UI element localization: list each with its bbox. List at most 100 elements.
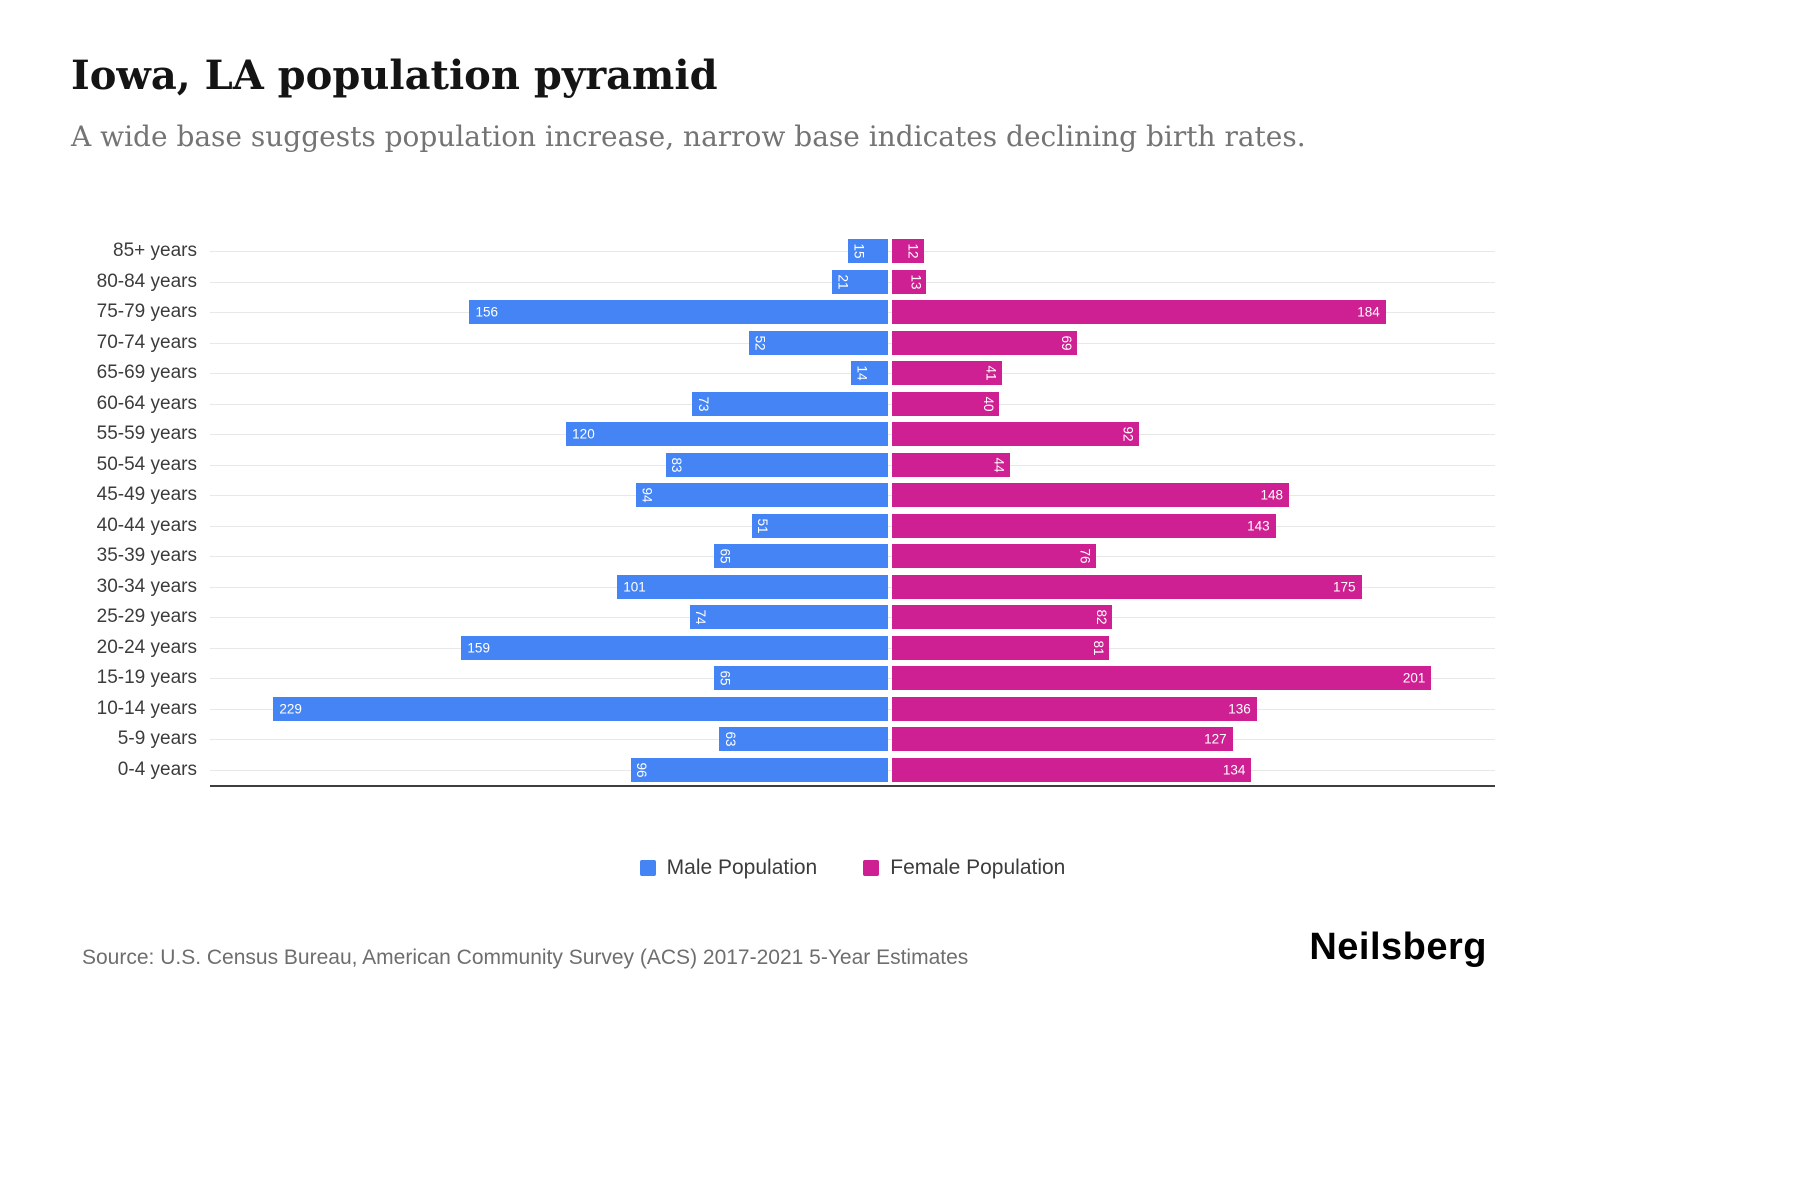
x-axis-line [210,785,1495,787]
legend-item-male[interactable]: Male Population [639,856,818,880]
female-bar[interactable]: 136 [891,696,1257,721]
male-value-label: 65 [717,670,733,686]
female-value-label: 44 [991,457,1007,473]
male-bar[interactable]: 156 [469,300,889,325]
male-value-label: 52 [752,335,768,351]
y-axis-label: 5-9 years [117,728,197,750]
female-bar[interactable]: 81 [891,635,1110,660]
male-value-label: 15 [851,243,867,259]
y-axis-label: 40-44 years [96,514,197,536]
male-value-label: 156 [475,304,498,320]
male-value-label: 14 [854,365,870,381]
male-bar[interactable]: 101 [617,574,889,599]
female-bar[interactable]: 69 [891,330,1077,355]
male-legend-label: Male Population [666,856,818,879]
plot-area: 63 127 [210,724,1495,755]
female-bar[interactable]: 44 [891,452,1010,477]
female-bar[interactable]: 143 [891,513,1276,538]
plot-area: 52 69 [210,328,1495,359]
female-value-label: 201 [1402,670,1426,686]
pyramid-chart: 85+ years 15 12 80-84 years 21 13 75-79 years 1… [0,236,1800,787]
female-value-label: 127 [1204,731,1227,747]
y-axis-label: 65-69 years [96,362,197,384]
female-bar[interactable]: 201 [891,666,1432,691]
y-axis-label: 75-79 years [96,301,197,323]
female-value-label: 184 [1357,304,1380,320]
female-value-label: 134 [1222,762,1246,777]
y-axis-label: 10-14 years [96,697,197,719]
pyramid-row: 50-54 years 83 44 [0,450,1800,481]
male-bar[interactable]: 65 [713,544,889,569]
male-bar[interactable]: 65 [713,666,889,691]
chart-rows: 85+ years 15 12 80-84 years 21 13 75-79 years 1… [0,236,1800,785]
male-bar[interactable]: 159 [461,635,889,660]
female-bar[interactable]: 12 [891,239,924,264]
male-bar[interactable]: 83 [665,452,889,477]
y-axis-label: 25-29 years [96,606,197,628]
male-bar[interactable]: 51 [751,513,889,538]
page-title: Iowa, LA population pyramid [71,52,718,99]
pyramid-row: 70-74 years 52 69 [0,328,1800,359]
female-bar[interactable]: 184 [891,300,1386,325]
female-bar[interactable]: 127 [891,727,1233,752]
pyramid-row: 30-34 years 101 175 [0,572,1800,603]
female-value-label: 13 [908,274,924,290]
male-bar[interactable]: 74 [689,605,889,630]
male-value-label: 96 [634,762,650,778]
y-axis-label: 70-74 years [96,331,197,353]
male-value-label: 63 [722,731,738,747]
male-bar[interactable]: 120 [566,422,889,447]
y-axis-label: 20-24 years [96,636,197,658]
y-axis-label: 0-4 years [117,758,197,780]
female-value-label: 82 [1093,609,1109,625]
legend-item-female[interactable]: Female Population [863,856,1065,880]
male-bar[interactable]: 14 [850,361,889,386]
plot-area: 94 148 [210,480,1495,511]
female-bar[interactable]: 41 [891,361,1002,386]
pyramid-row: 85+ years 15 12 [0,236,1800,267]
female-value-label: 81 [1091,640,1107,656]
female-bar[interactable]: 13 [891,269,927,294]
female-value-label: 41 [983,365,999,381]
y-axis-label: 60-64 years [96,392,197,414]
pyramid-row: 60-64 years 73 40 [0,389,1800,420]
source-attribution: Source: U.S. Census Bureau, American Com… [82,946,969,969]
male-bar[interactable]: 15 [848,239,889,264]
plot-area: 229 136 [210,694,1495,725]
female-bar[interactable]: 148 [891,483,1290,508]
female-bar[interactable]: 40 [891,391,999,416]
female-value-label: 76 [1077,548,1093,564]
female-bar[interactable]: 76 [891,544,1096,569]
plot-area: 65 76 [210,541,1495,572]
female-bar[interactable]: 82 [891,605,1112,630]
y-axis-label: 80-84 years [96,270,197,292]
page-subtitle: A wide base suggests population increase… [71,120,1306,153]
plot-area: 96 134 [210,755,1495,786]
female-bar[interactable]: 134 [891,757,1252,782]
pyramid-row: 0-4 years 96 134 [0,755,1800,786]
female-bar[interactable]: 175 [891,574,1362,599]
female-legend-swatch [863,860,880,876]
male-bar[interactable]: 21 [832,269,889,294]
female-legend-label: Female Population [890,856,1066,879]
plot-area: 15 12 [210,236,1495,267]
male-bar[interactable]: 73 [692,391,889,416]
male-bar[interactable]: 229 [273,696,889,721]
male-value-label: 120 [572,426,595,442]
male-bar[interactable]: 94 [636,483,889,508]
plot-area: 14 41 [210,358,1495,389]
y-axis-label: 15-19 years [96,667,197,689]
plot-area: 73 40 [210,389,1495,420]
plot-area: 21 13 [210,267,1495,298]
brand-logo: Neilsberg [1309,926,1487,968]
female-bar[interactable]: 92 [891,422,1139,447]
male-value-label: 159 [467,640,490,655]
male-bar[interactable]: 96 [630,757,889,782]
y-axis-label: 55-59 years [96,423,197,445]
male-bar[interactable]: 63 [719,727,889,752]
plot-area: 74 82 [210,602,1495,633]
y-axis-label: 45-49 years [96,484,197,506]
plot-area: 101 175 [210,572,1495,603]
male-bar[interactable]: 52 [748,330,889,355]
pyramid-row: 45-49 years 94 148 [0,480,1800,511]
